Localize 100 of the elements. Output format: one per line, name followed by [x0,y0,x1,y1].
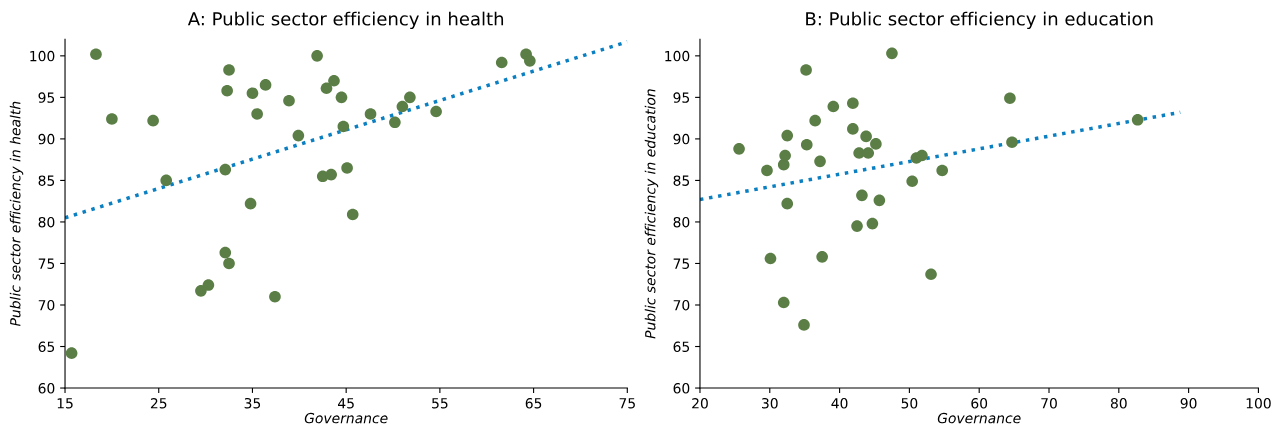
point [223,257,235,270]
point [809,114,821,127]
x-axis-title: Governance [304,412,388,424]
point [873,194,886,207]
y-tick-label: 80 [38,216,55,228]
y-tick-label: 85 [673,175,690,186]
point [866,217,879,230]
y-tick-label: 90 [673,133,690,145]
point [283,94,295,107]
point [495,56,508,69]
y-axis-title: Public sector efficiency in education [644,89,659,339]
point [862,147,875,159]
point [311,50,323,62]
point [777,296,790,309]
point [906,175,918,188]
point [781,129,794,142]
point [851,220,863,232]
point [320,82,333,95]
point [246,87,259,100]
point [90,48,102,60]
point [936,164,949,177]
point [337,120,350,133]
x-axis-title: Governance [937,412,1021,424]
point [886,47,898,60]
point [856,189,868,202]
y-tick-label: 90 [38,133,55,145]
y-tick-label: 75 [673,258,690,269]
y-tick-label: 85 [38,175,55,186]
point [404,91,416,104]
point [160,174,173,187]
y-tick-label: 95 [673,92,690,103]
point [779,149,791,162]
point [202,279,215,291]
point [1004,92,1016,105]
point [430,105,442,118]
y-tick-label: 70 [38,299,55,311]
y-tick-label: 65 [673,341,690,352]
point [1131,113,1144,126]
point [916,149,928,162]
point [346,208,359,221]
y-tick-label: 80 [673,216,690,228]
point [389,116,401,129]
point [221,84,233,97]
chart-title: A: Public sector efficiency in health [187,11,504,30]
x-tick-label: 25 [150,398,167,409]
x-tick-label: 55 [432,398,448,409]
point [65,347,78,359]
x-tick-label: 60 [971,398,988,409]
x-tick-label: 50 [901,398,918,409]
y-tick-label: 95 [38,92,55,103]
x-tick-label: 65 [525,398,542,409]
y-tick-label: 75 [38,258,55,269]
point [800,138,813,151]
x-tick-label: 30 [762,398,778,409]
point [147,114,159,127]
y-tick-label: 100 [665,50,690,62]
point [847,97,859,109]
point [870,138,882,150]
point [1006,136,1018,149]
point [364,108,377,120]
chart-title: B: Public sector efficiency in education [806,11,1153,30]
point [219,246,232,259]
point [251,108,263,120]
point [524,55,536,67]
point [219,163,232,176]
y-tick-label: 100 [30,50,55,62]
point [328,74,340,87]
point [396,100,409,113]
point [798,319,810,331]
x-tick-label: 35 [244,398,261,409]
x-tick-label: 80 [1110,398,1127,409]
point [761,164,773,177]
point [223,64,235,76]
point [800,64,812,76]
point [325,168,337,181]
point [244,197,257,210]
point [781,197,794,210]
point [847,123,859,135]
point [259,79,272,91]
y-tick-label: 70 [673,299,690,311]
x-tick-label: 75 [619,398,635,409]
x-tick-label: 40 [831,398,848,409]
x-tick-label: 20 [692,398,708,409]
x-tick-label: 45 [338,398,354,409]
y-tick-label: 60 [38,383,55,394]
point [269,290,281,303]
x-tick-label: 100 [1246,398,1271,409]
point [335,91,348,104]
point [814,155,826,168]
x-tick-label: 15 [57,398,73,409]
point [925,268,937,281]
point [764,252,777,265]
point [860,130,872,143]
point [816,251,828,263]
x-tick-label: 70 [1041,398,1057,409]
y-tick-label: 60 [673,383,690,394]
point [195,285,207,297]
y-tick-label: 65 [38,341,55,352]
point [292,129,305,142]
y-axis-title: Public sector efficiency in health [9,101,24,327]
